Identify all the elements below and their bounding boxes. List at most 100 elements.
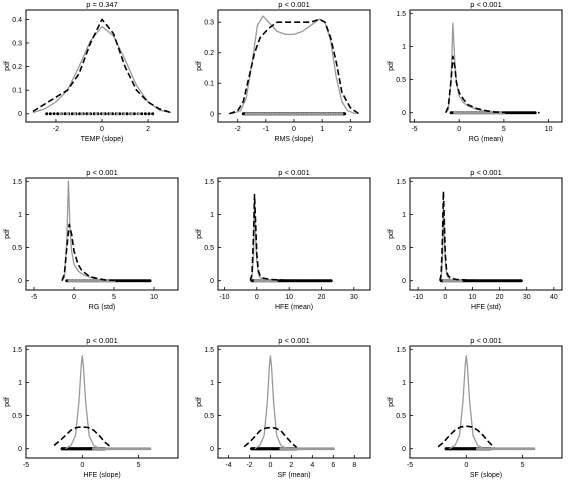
rug-point [143, 112, 147, 116]
panel-title: p < 0.001 [86, 168, 118, 177]
y-tick-label: 0.5 [12, 245, 22, 252]
x-tick-label: -2 [53, 126, 59, 133]
x-tick-label: 5 [137, 462, 141, 469]
y-tick-label: 0 [402, 278, 406, 285]
x-tick-label: 30 [523, 294, 531, 301]
dashed-density-line [439, 190, 522, 282]
rug-point [125, 112, 129, 116]
x-tick-label: -5 [31, 294, 37, 301]
plot-frame [409, 9, 563, 123]
x-tick-label: -5 [23, 462, 29, 469]
rug-point [298, 112, 302, 116]
x-tick-label: 5 [521, 462, 525, 469]
x-axis-label: HFE (slope) [83, 472, 120, 479]
chart-panel-9: p < 0.001 pdf SF (slope) -5 0 5 0 0.5 1 1.5 [388, 336, 563, 479]
rug-point [110, 112, 114, 116]
dashed-density-line [445, 55, 540, 114]
y-tick-label: 1.5 [12, 179, 22, 186]
chart-panel-4: p < 0.001 pdf RG (std) -5 0 5 10 0 0.5 1 1.5 [4, 168, 179, 311]
x-tick-label: 5 [112, 294, 116, 301]
x-tick-label: 30 [350, 294, 358, 301]
dashed-density-line [243, 426, 298, 448]
rug-point [266, 112, 270, 116]
x-tick-label: -2 [235, 126, 241, 133]
rug-point [476, 111, 480, 115]
rug-point [52, 112, 56, 116]
rug-point [466, 111, 470, 115]
x-tick-label: 2 [348, 126, 352, 133]
rug-point [48, 112, 52, 116]
y-axis-label: pdf [4, 397, 11, 407]
rug-point [313, 112, 317, 116]
y-tick-label: 0 [18, 446, 22, 453]
rug-point [473, 111, 477, 115]
rug-point [85, 112, 89, 116]
y-tick-label: 0 [18, 111, 22, 118]
rug-point [59, 112, 63, 116]
rug-point [308, 112, 312, 116]
rug-point [328, 112, 332, 116]
rug-point [269, 112, 273, 116]
y-axis-label: pdf [4, 229, 11, 239]
chart-panel-6: p < 0.001 pdf HFE (std) -10 0 10 20 30 40 0 0.5 1 1.… [388, 168, 563, 311]
x-tick-label: -5 [411, 126, 417, 133]
x-tick-label: 8 [352, 462, 356, 469]
chart-panel-1: p = 0.347 pdf TEMP (slope) -2 0 2 0 0.1 0.2 0.3 0.… [4, 0, 179, 143]
y-tick-label: 0.5 [12, 413, 22, 420]
dashed-density-line [32, 18, 172, 114]
solid-density-line [254, 355, 292, 450]
rug-point [286, 112, 290, 116]
rug-point [45, 112, 49, 116]
rug-point [151, 112, 155, 116]
y-tick-label: 1 [402, 44, 406, 51]
x-tick-label: 10 [150, 294, 158, 301]
solid-density-line [61, 180, 115, 282]
x-tick-label: 0 [457, 126, 461, 133]
rug-point [123, 112, 127, 116]
rug-point [310, 112, 314, 116]
panel-title: p < 0.001 [470, 336, 502, 345]
rug-point [94, 112, 98, 116]
rug-point [148, 447, 152, 451]
plot-frame [217, 177, 371, 291]
panel-title: p < 0.001 [278, 336, 310, 345]
rug-point [247, 112, 251, 116]
dashed-density-line [61, 223, 147, 282]
rug-point [63, 112, 67, 116]
y-tick-label: 1 [18, 380, 22, 387]
rug-point [468, 111, 472, 115]
x-axis-label: RMS (slope) [275, 136, 314, 143]
rug-point [318, 112, 322, 116]
plot-frame [409, 177, 563, 291]
y-tick-label: 1 [210, 212, 214, 219]
rug-point [340, 112, 344, 116]
rug-point [118, 112, 122, 116]
plot-frame [25, 345, 179, 459]
rug-point [463, 111, 467, 115]
rug-point [331, 447, 335, 451]
chart-panel-3: p < 0.001 pdf RG (mean) -5 0 5 10 0 0.5 1 1.5 [388, 0, 563, 143]
rug-point [303, 112, 307, 116]
panel-title: p = 0.347 [86, 0, 118, 9]
dashed-density-line [229, 18, 360, 115]
x-axis-label: SF (slope) [470, 472, 502, 479]
x-tick-label: 10 [285, 294, 293, 301]
rug-point [325, 112, 329, 116]
y-tick-label: 0.5 [396, 77, 406, 84]
rug-point [86, 279, 90, 283]
rug-point [455, 111, 459, 115]
rug-point [291, 112, 295, 116]
rug-point [70, 112, 74, 116]
rug-point [87, 112, 91, 116]
rug-point [293, 112, 297, 116]
rug-point [283, 112, 287, 116]
dashed-density-line [249, 193, 335, 282]
rug-point [73, 112, 77, 116]
y-tick-label: 0 [210, 111, 214, 118]
y-axis-label: pdf [388, 397, 395, 407]
x-tick-label: -10 [413, 294, 423, 301]
rug-point [67, 279, 71, 283]
rug-point [281, 112, 285, 116]
rug-point [479, 111, 483, 115]
y-tick-label: 0.1 [12, 88, 22, 95]
